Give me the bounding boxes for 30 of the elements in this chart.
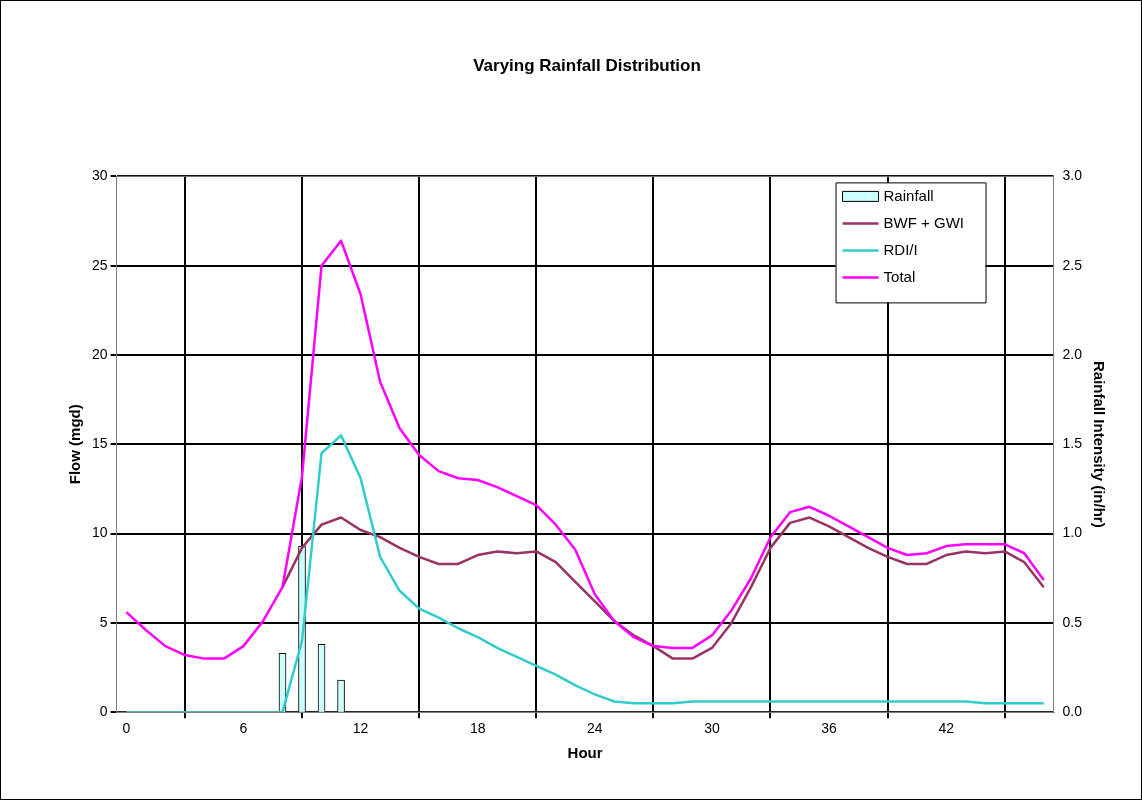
y-tick-label: 20 [91,345,108,362]
legend-label: Total [883,267,916,285]
y2-tick-label: 3.0 [1062,167,1083,184]
x-tick-label: 6 [239,720,248,737]
y2-tick-label: 1.0 [1062,524,1083,541]
y-tick-label: 25 [91,256,108,273]
x-tick-label: 0 [122,720,131,737]
y2-tick-label: 2.0 [1062,345,1083,362]
y-tick-label: 0 [99,703,108,720]
x-tick-label: 42 [938,720,955,737]
y-tick-label: 5 [99,613,108,630]
x-axis-title: Hour [567,744,603,762]
y-tick-label: 10 [91,524,108,541]
y2-axis-title: Rainfall Intensity (in/hr) [1090,360,1108,528]
x-tick-label: 36 [821,720,838,737]
y-axis-title: Flow (mgd) [66,404,84,485]
y2-tick-label: 0.5 [1062,613,1083,630]
x-tick-label: 30 [704,720,720,737]
x-tick-label: 24 [587,720,603,737]
legend-label: RDI/I [883,240,918,258]
y-tick-label: 15 [91,435,108,452]
y2-tick-label: 1.5 [1062,435,1083,452]
y2-tick-label: 2.5 [1062,256,1083,273]
legend-label: Rainfall [883,186,934,204]
y-tick-label: 30 [91,167,108,184]
y2-tick-label: 0.0 [1062,703,1083,720]
x-tick-label: 18 [469,720,486,737]
legend-label: BWF + GWI [883,213,964,231]
chart-title: Varying Rainfall Distribution [473,55,701,75]
x-tick-label: 12 [352,720,369,737]
